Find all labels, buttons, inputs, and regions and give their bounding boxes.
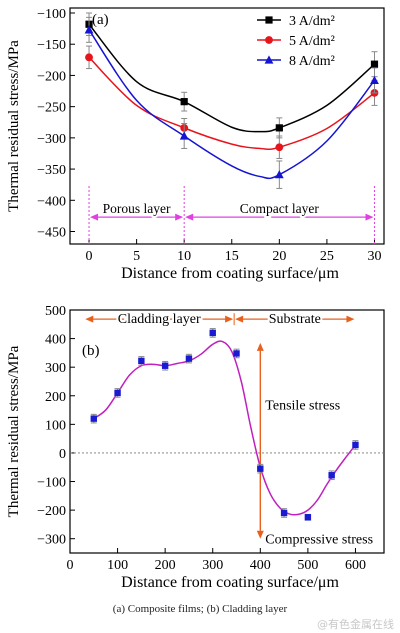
panel-a-series-0-line — [88, 23, 375, 133]
panel-a-ytick-label-4: −300 — [37, 132, 66, 147]
panel-b-xtick-label-5: 500 — [297, 558, 318, 573]
panel-a-ytick-label-6: −400 — [37, 194, 66, 209]
panel-a-legend-label-1: 5 A/dm² — [289, 34, 335, 49]
panel-b-point-7 — [257, 465, 264, 472]
panel-a-series-0-point-2 — [275, 124, 283, 132]
panel-b-point-10 — [328, 472, 335, 479]
panel-a-ytick-label-1: −150 — [37, 38, 66, 53]
panel-b-ytick-label-4: 100 — [45, 418, 66, 433]
panel-b-region-arrowhead-right-1 — [346, 315, 355, 323]
panel-b-region-label-0: Cladding layer — [118, 312, 201, 327]
panel-a-xtick-label-5: 25 — [320, 249, 334, 264]
panel-a-xtick-label-0: 0 — [86, 249, 93, 264]
panel-b-ylabel: Thermal residual stress/MPa — [6, 345, 22, 517]
panel-b-ytick-label-5: 0 — [59, 447, 66, 462]
panel-b-point-4 — [185, 355, 193, 362]
panel-a-series-2-point-2 — [274, 170, 284, 179]
panel-b-ytick-label-3: 200 — [45, 390, 66, 405]
panel-b-xtick-label-1: 100 — [107, 558, 128, 573]
panel-a-series-0-point-1 — [180, 98, 188, 106]
panel-b-ytick-label-2: 300 — [45, 361, 66, 376]
panel-a-series-1-point-0 — [85, 53, 93, 62]
panel-a-ytick-label-5: −350 — [37, 163, 66, 178]
panel-a-xtick-label-6: 30 — [367, 249, 381, 264]
panel-b-point-0 — [90, 415, 97, 422]
panel-b-stress-arrowhead-down — [256, 530, 264, 539]
panel-a-ytick-label-3: −250 — [37, 101, 66, 116]
panel-a-legend-marker-1 — [265, 36, 273, 44]
panel-b-label: (b) — [82, 343, 100, 359]
panel-a-series-0-point-3 — [370, 60, 379, 68]
panel-a-ytick-label-7: −450 — [37, 226, 66, 241]
panel-a-series-2-point-3 — [370, 75, 379, 85]
panel-b-xtick-label-3: 300 — [202, 558, 223, 573]
panel-b-region-arrowhead-right-0 — [225, 315, 234, 323]
panel-a-region-arrowhead-left-1 — [185, 213, 194, 221]
panel-b-ytick-label-6: −100 — [37, 476, 66, 491]
panel-b-xtick-label-0: 0 — [67, 558, 74, 573]
panel-b-region-arrowhead-left-1 — [235, 315, 244, 323]
panel-a-legend-marker-0 — [265, 16, 273, 24]
panel-b-compressive-label: Compressive stress — [265, 533, 373, 548]
panel-a-series-2-point-0 — [84, 25, 94, 34]
panel-a-region-label-1: Compact layer — [240, 201, 320, 216]
panel-b-ytick-label-0: 500 — [45, 304, 66, 319]
panel-b-stress-arrowhead-up — [256, 342, 264, 351]
panel-b-xtick-label-2: 200 — [155, 558, 176, 573]
panel-a-region-arrowhead-left-0 — [90, 213, 99, 221]
panel-a-legend-label-0: 3 A/dm² — [289, 14, 335, 29]
panel-a-ylabel: Thermal residual stress/MPa — [6, 40, 22, 212]
panel-a-xtick-label-4: 20 — [272, 249, 286, 264]
panel-a-xtick-label-3: 15 — [225, 249, 239, 264]
panel-b-tensile-label: Tensile stress — [265, 398, 340, 413]
panel-a-xtick-label-2: 10 — [177, 249, 191, 264]
panel-a-region-arrowhead-right-1 — [365, 213, 374, 221]
panel-b-point-8 — [280, 509, 288, 517]
panel-a-series-1-point-2 — [275, 143, 284, 152]
panel-b-xtick-label-4: 400 — [250, 558, 271, 573]
panel-a-ytick-label-0: −100 — [37, 7, 66, 22]
panel-a-series-2-point-1 — [179, 131, 189, 140]
panel-b-point-3 — [161, 362, 169, 369]
panel-a-xlabel: Distance from coating surface/μm — [121, 265, 339, 282]
panel-b-fit-curve — [93, 340, 357, 516]
panel-a-series-2-line — [88, 29, 376, 180]
panel-a-label: (a) — [92, 12, 109, 28]
panel-b-point-2 — [138, 357, 145, 365]
figure-caption: (a) Composite films; (b) Cladding layer — [112, 603, 288, 615]
panel-a-series-1-line — [88, 56, 375, 151]
panel-b-region-arrowhead-left-0 — [85, 315, 94, 323]
panel-b-region-label-1: Substrate — [269, 312, 321, 327]
panel-a-region-label-0: Porous layer — [103, 201, 171, 216]
panel-a-legend-label-2: 8 A/dm² — [289, 54, 335, 69]
panel-b-point-9 — [304, 514, 312, 521]
panel-a-region-arrowhead-right-0 — [175, 213, 184, 221]
panel-b-xlabel: Distance from coating surface/μm — [121, 574, 339, 591]
panel-b-point-5 — [209, 329, 216, 337]
watermark: @有色金属在线 — [317, 618, 394, 631]
panel-a-legend-marker-2 — [264, 55, 274, 64]
panel-b-ytick-label-7: −200 — [37, 504, 66, 519]
panel-b-point-11 — [352, 441, 359, 449]
panel-b-point-1 — [114, 389, 121, 397]
panel-b-point-6 — [233, 350, 240, 357]
panel-b-ytick-label-8: −300 — [37, 533, 66, 548]
panel-b-xtick-label-6: 600 — [345, 558, 366, 573]
panel-a-ytick-label-2: −200 — [37, 69, 66, 84]
panel-a-xtick-label-1: 5 — [133, 249, 140, 264]
panel-b-frame — [69, 309, 385, 554]
panel-a-frame — [69, 7, 385, 245]
panel-b-ytick-label-1: 400 — [45, 333, 66, 348]
